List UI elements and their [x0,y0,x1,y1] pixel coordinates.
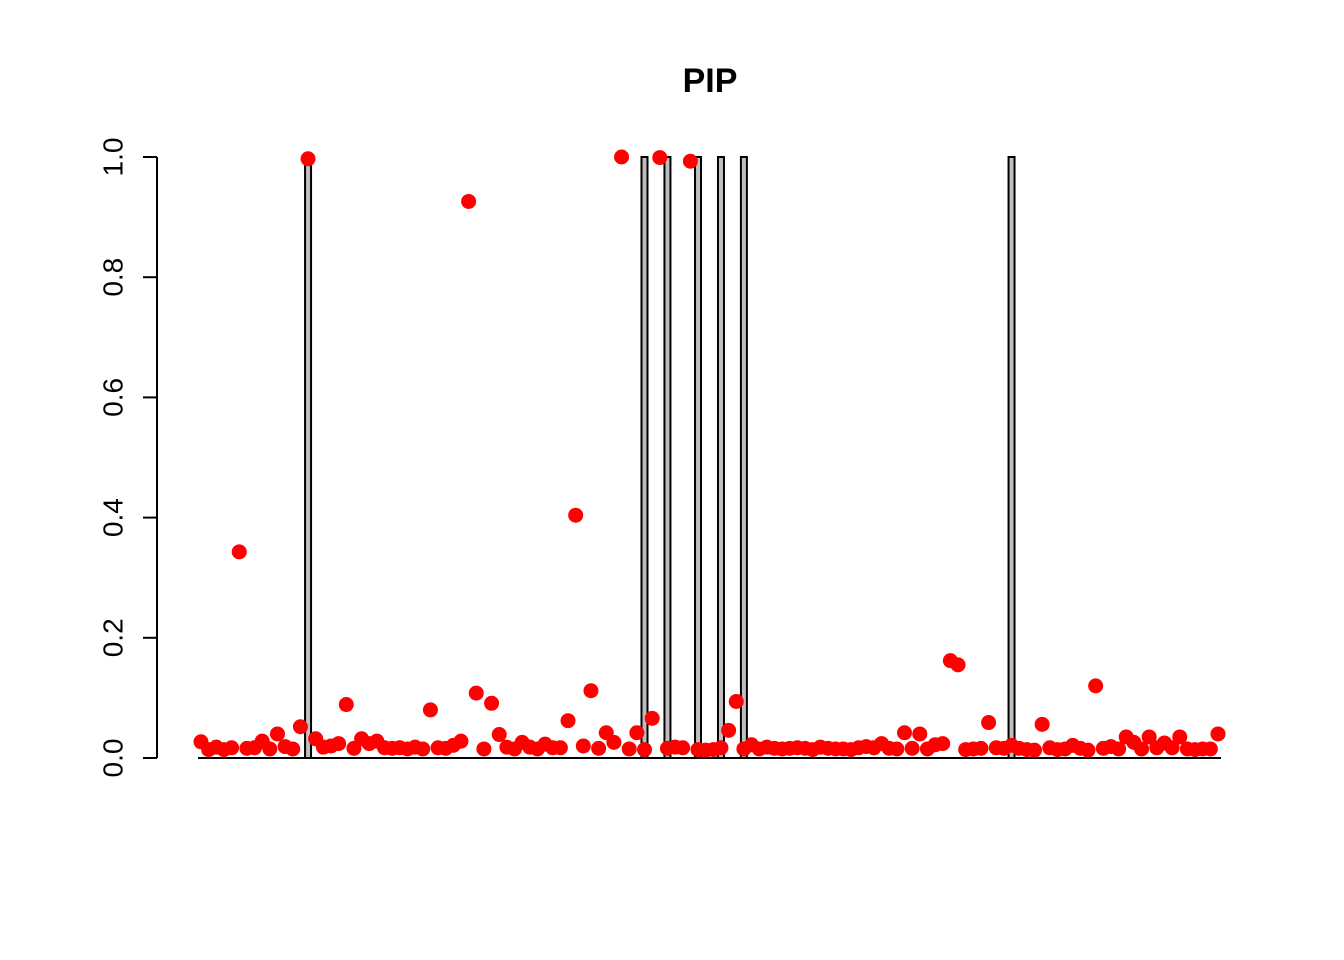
bar [716,156,725,759]
data-point [575,738,591,754]
data-point [904,740,920,756]
data-point [1172,729,1188,745]
data-point [896,725,912,741]
bar [663,156,672,759]
bar [1007,156,1016,759]
data-point [682,153,698,169]
y-tick-label: 0.8 [98,258,129,297]
data-point [1134,741,1150,757]
bar [694,156,703,759]
data-point [331,736,347,752]
data-point [675,740,691,756]
data-point [1111,741,1127,757]
data-point [889,741,905,757]
data-point [476,741,492,757]
data-point [560,713,576,729]
data-point [950,657,966,673]
data-point [415,741,431,757]
data-point [621,741,637,757]
data-point [568,507,584,523]
data-point [583,683,599,699]
data-point [713,740,729,756]
y-axis: 0.0 0.2 0.4 0.6 0.8 1.0 [98,138,158,778]
data-point [652,150,668,166]
data-point [262,741,278,757]
data-point [1034,716,1050,732]
data-point [1164,740,1180,756]
data-point [468,685,484,701]
data-point [285,741,301,757]
data-point [231,544,247,560]
y-tick-label: 0.0 [98,739,129,778]
data-point [981,715,997,731]
data-point [338,697,354,713]
data-point [629,725,645,741]
data-point [1026,742,1042,758]
bar-series [304,156,1016,759]
data-point [728,694,744,710]
data-point [1202,741,1218,757]
data-point [292,719,308,735]
data-point [1210,726,1226,742]
y-tick-label: 0.2 [98,618,129,657]
data-point [269,726,285,742]
data-point [1080,742,1096,758]
data-point [224,740,240,756]
y-tick-label: 0.6 [98,378,129,417]
y-tick-label: 0.4 [98,498,129,537]
chart-title: PIP [683,62,738,100]
data-point [300,151,316,167]
data-point [453,733,469,749]
data-point [422,702,438,718]
data-point [461,193,477,209]
data-point [637,742,653,758]
data-point [644,710,660,726]
data-point [1141,729,1157,745]
bar [304,156,313,759]
data-point [721,722,737,738]
data-point [1088,678,1104,694]
data-point [606,734,622,750]
data-point [484,695,500,711]
data-point [973,740,989,756]
data-point [552,740,568,756]
data-point [935,736,951,752]
bar [640,156,649,759]
data-point [614,149,630,165]
y-tick-label: 1.0 [98,138,129,177]
bar [739,156,748,759]
data-point [912,726,928,742]
data-point [491,727,507,743]
data-point [591,740,607,756]
point-series [193,149,1226,758]
